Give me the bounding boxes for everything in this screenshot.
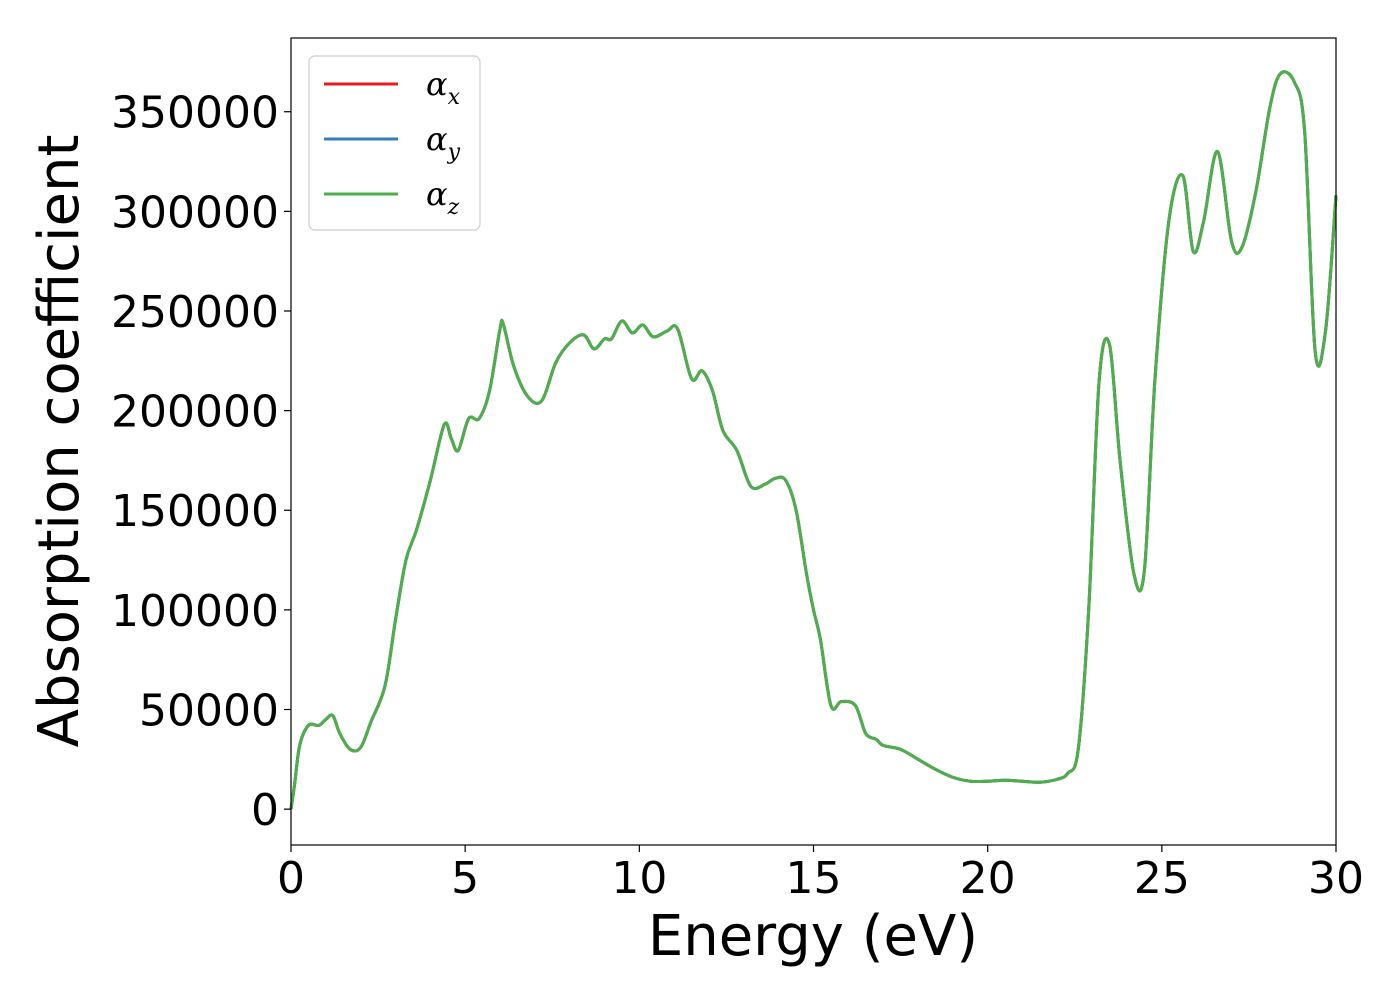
- y-tick-label: 50000: [139, 686, 279, 737]
- x-tick-label: 5: [451, 853, 479, 904]
- x-tick-label: 20: [960, 853, 1016, 904]
- y-tick-label: 100000: [111, 586, 279, 637]
- y-tick-label: 200000: [111, 387, 279, 438]
- x-tick-label: 30: [1308, 853, 1364, 904]
- legend-label-x: αx: [426, 65, 461, 110]
- series-line-z: [289, 70, 1338, 810]
- y-tick-label: 250000: [111, 287, 279, 338]
- x-tick-label: 15: [786, 853, 842, 904]
- x-axis-label: Energy (eV): [648, 904, 978, 969]
- x-tick-label: 10: [611, 853, 667, 904]
- y-axis-label: Absorption coefficient: [27, 135, 92, 748]
- y-tick-label: 0: [251, 785, 279, 836]
- x-tick-label: 25: [1134, 853, 1190, 904]
- x-tick-label: 0: [277, 853, 305, 904]
- legend: αx αy αz: [308, 55, 481, 231]
- axes-layer: 0 5 10 15 20 25 30 0 50000 100000 150000 200000 2500…: [111, 37, 1364, 904]
- y-tick-label: 300000: [111, 187, 279, 238]
- y-tick-label: 350000: [111, 88, 279, 139]
- legend-label-z: αz: [426, 175, 460, 220]
- legend-box: [308, 55, 481, 231]
- legend-label-y: αy: [426, 120, 461, 165]
- y-tick-label: 150000: [111, 486, 279, 537]
- series-layer: [289, 70, 1338, 810]
